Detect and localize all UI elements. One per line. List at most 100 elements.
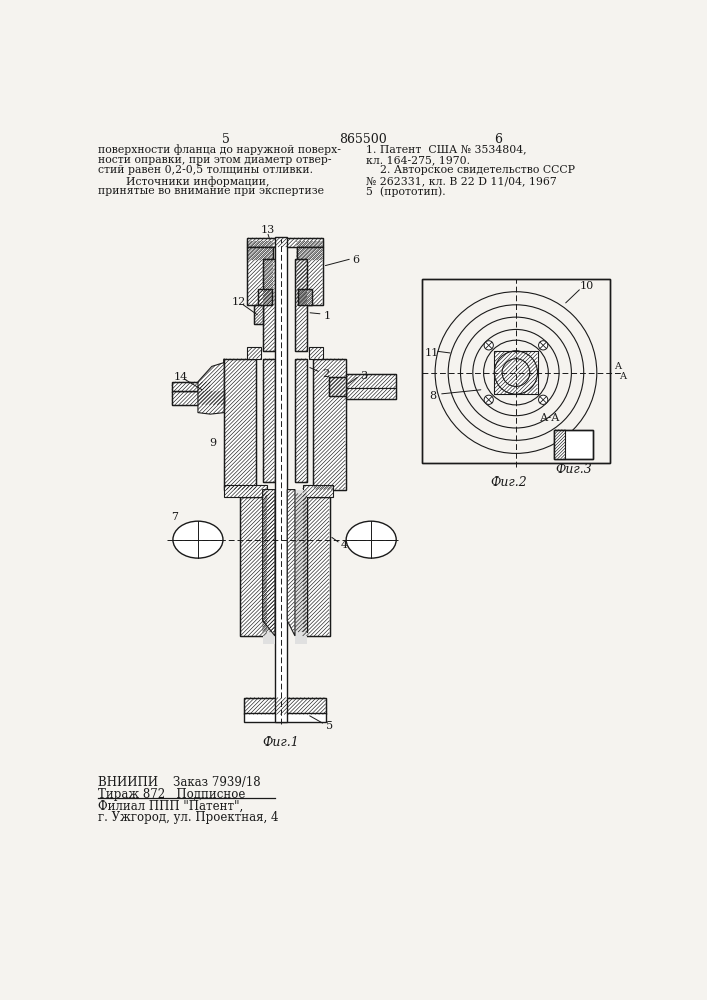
Bar [262, 259, 275, 351]
Bar [240, 497, 267, 636]
Text: 10: 10 [580, 281, 594, 291]
Bar [303, 485, 334, 497]
Bar [244, 713, 326, 722]
Bar [172, 382, 210, 391]
Text: 865500: 865500 [339, 133, 387, 146]
Text: кл. 164-275, 1970.: кл. 164-275, 1970. [366, 155, 470, 165]
Bar [422, 279, 610, 463]
Text: 11: 11 [425, 348, 439, 358]
Ellipse shape [173, 521, 223, 558]
Text: A: A [619, 372, 626, 381]
Bar [258, 289, 272, 305]
Bar [346, 374, 396, 388]
Bar [262, 359, 275, 482]
Circle shape [502, 359, 530, 386]
Circle shape [484, 341, 493, 350]
Bar [247, 241, 274, 260]
Bar [275, 237, 287, 722]
Bar [262, 490, 275, 644]
Bar [296, 241, 322, 260]
Bar [554, 430, 593, 459]
Bar [296, 247, 322, 305]
Bar [329, 377, 346, 396]
Bar [494, 351, 537, 394]
Polygon shape [287, 490, 295, 636]
Bar [262, 493, 275, 632]
Bar [295, 259, 308, 351]
Text: 8: 8 [430, 391, 437, 401]
Text: Фиг.2: Фиг.2 [490, 476, 527, 489]
Text: 14: 14 [173, 372, 187, 382]
Bar [329, 377, 346, 396]
Text: 12: 12 [232, 297, 246, 307]
Text: Фиг.1: Фиг.1 [263, 736, 300, 749]
Bar [224, 359, 257, 490]
Text: г. Ужгород, ул. Проектная, 4: г. Ужгород, ул. Проектная, 4 [98, 811, 279, 824]
Bar [295, 359, 308, 482]
Text: 6: 6 [494, 133, 502, 146]
Bar [303, 497, 329, 636]
Bar [303, 497, 329, 636]
Bar [295, 493, 308, 632]
Text: № 262331, кл. В 22 D 11/04, 1967: № 262331, кл. В 22 D 11/04, 1967 [366, 176, 556, 186]
Text: А-А: А-А [540, 413, 561, 423]
Bar [247, 247, 274, 305]
Bar [295, 359, 308, 482]
Bar [295, 259, 308, 351]
Bar [554, 430, 565, 459]
Bar [296, 247, 322, 305]
Bar [172, 382, 210, 391]
Bar [172, 391, 224, 405]
Text: 5  (прототип).: 5 (прототип). [366, 186, 445, 197]
Text: 9: 9 [209, 438, 216, 448]
Bar [244, 698, 326, 714]
Text: 5: 5 [223, 133, 230, 146]
Bar [298, 289, 312, 305]
Bar [224, 485, 267, 497]
Ellipse shape [346, 521, 396, 558]
Bar [258, 289, 272, 305]
Bar [224, 359, 257, 490]
Text: 2. Авторское свидетельство СССР: 2. Авторское свидетельство СССР [366, 165, 575, 175]
Bar [247, 247, 274, 305]
Bar [254, 305, 264, 324]
Text: принятые во внимание при экспертизе: принятые во внимание при экспертизе [98, 186, 324, 196]
Text: Фиг.3: Фиг.3 [555, 463, 592, 476]
Bar [346, 388, 396, 399]
Bar [346, 374, 396, 399]
Text: 7: 7 [171, 512, 178, 522]
Bar [247, 238, 322, 247]
Text: 2: 2 [322, 369, 329, 379]
Text: поверхности фланца до наружной поверх-: поверхности фланца до наружной поверх- [98, 145, 341, 155]
Text: ности оправки, при этом диаметр отвер-: ности оправки, при этом диаметр отвер- [98, 155, 332, 165]
Text: 6: 6 [353, 255, 360, 265]
Bar [554, 430, 593, 459]
Bar [240, 497, 267, 636]
Circle shape [539, 341, 548, 350]
Bar [262, 259, 275, 351]
Bar [313, 359, 346, 490]
Text: A: A [614, 362, 621, 371]
Circle shape [539, 395, 548, 404]
Text: стий равен 0,2-0,5 толщины отливки.: стий равен 0,2-0,5 толщины отливки. [98, 165, 312, 175]
Text: 13: 13 [261, 225, 275, 235]
Bar [313, 359, 346, 490]
Text: Источники информации,: Источники информации, [98, 176, 269, 187]
Bar [295, 490, 308, 644]
Bar [244, 698, 326, 714]
Bar [422, 279, 610, 463]
Text: ВНИИПИ    Заказ 7939/18: ВНИИПИ Заказ 7939/18 [98, 776, 260, 789]
Bar [254, 305, 264, 324]
Bar [262, 359, 275, 482]
Text: 4: 4 [341, 540, 349, 550]
Bar [309, 347, 322, 359]
Bar [295, 493, 308, 632]
Text: 1. Патент  США № 3534804,: 1. Патент США № 3534804, [366, 145, 527, 155]
Text: 3: 3 [361, 371, 368, 381]
Bar [247, 238, 322, 247]
Bar [172, 391, 224, 405]
Circle shape [484, 395, 493, 404]
Text: Филиал ППП "Патент",: Филиал ППП "Патент", [98, 800, 243, 813]
Polygon shape [198, 359, 224, 414]
Text: Тираж 872   Подписное: Тираж 872 Подписное [98, 788, 245, 801]
